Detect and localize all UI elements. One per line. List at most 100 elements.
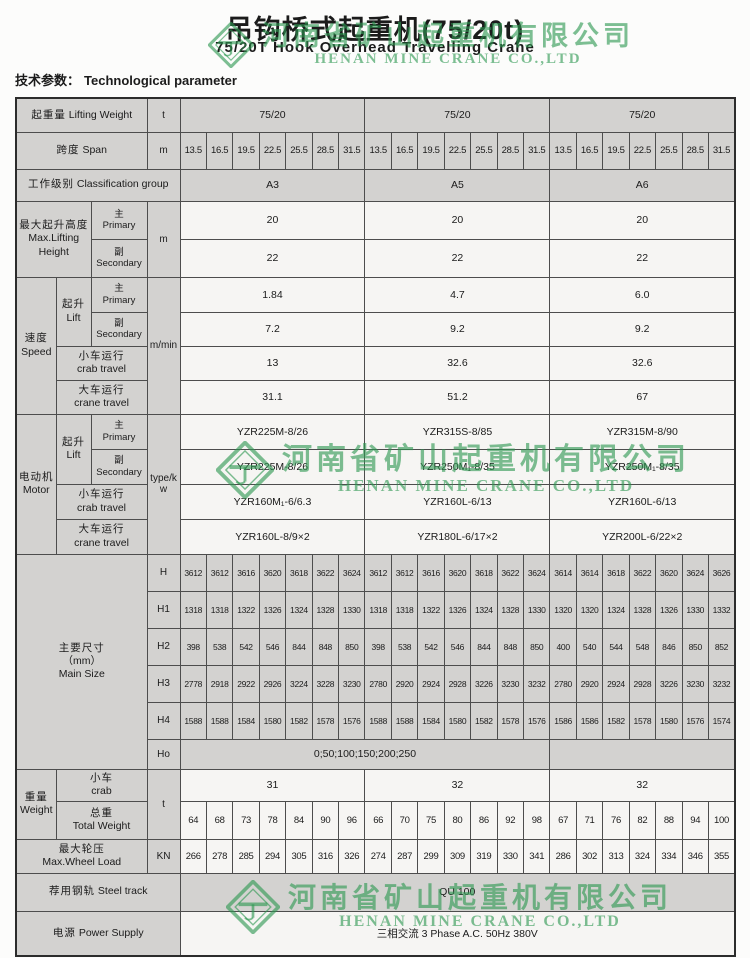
value-cell: 22 (364, 238, 551, 278)
value-cell: 538 (390, 627, 419, 666)
value-cell: 3230 (496, 664, 525, 703)
value-cell: YZR160L-8/9×2 (179, 518, 366, 555)
value-cell: 20 (549, 200, 736, 240)
value-cell: 20 (179, 200, 366, 240)
value-cell: 3228 (311, 664, 340, 703)
section-heading-en: Technological parameter (84, 73, 237, 88)
value-cell: 1578 (496, 701, 525, 740)
value-cell: 1580 (443, 701, 472, 740)
row-label-speed: 速度 Speed (15, 276, 57, 415)
value-cell: 324 (628, 838, 657, 874)
value-cell: 9.2 (364, 311, 551, 347)
value-cell: 1330 (338, 590, 366, 629)
value-cell: 67 (549, 379, 736, 415)
row-label-steel-track: 荐用钢轨 Steel track (15, 872, 181, 912)
value-cell: YZR225M-8/26 (179, 413, 366, 450)
row-label-lifting-weight: 起重量 Lifting Weight (15, 97, 148, 133)
value-cell: 3616 (417, 553, 445, 592)
value-cell: 3620 (655, 553, 683, 592)
value-cell: 287 (390, 838, 419, 874)
sub-label-crab: 小车 crab (55, 768, 148, 802)
table-row: 起重量 Lifting Weight t 75/20 75/20 75/20 (15, 97, 736, 133)
value-cell: 0;50;100;150;200;250 (179, 738, 551, 770)
value-cell: 22.5 (443, 131, 472, 170)
value-cell: 538 (205, 627, 234, 666)
table-row: 副 Secondary 7.2 9.2 9.2 (16, 311, 736, 347)
value-cell: 294 (258, 838, 287, 874)
value-cell: 3624 (338, 553, 366, 592)
value-cell: 1580 (655, 701, 683, 740)
value-cell: YZR160L-6/13 (549, 483, 736, 520)
value-cell: 100 (707, 800, 736, 840)
value-cell: 3622 (311, 553, 340, 592)
value-cell: 542 (232, 627, 260, 666)
value-cell: 7.2 (179, 311, 366, 347)
table-row: 大车运行 crane travel 31.1 51.2 67 (16, 379, 736, 415)
value-cell: 2780 (549, 664, 577, 703)
value-cell: 1582 (285, 701, 313, 740)
value-cell: 28.5 (681, 131, 709, 170)
value-cell: 1588 (390, 701, 419, 740)
value-cell: 4.7 (364, 276, 551, 313)
table-row: Ho 0;50;100;150;200;250 (16, 738, 736, 770)
value-cell: 16.5 (575, 131, 604, 170)
value-cell: 319 (470, 838, 498, 874)
value-cell: 1318 (179, 590, 207, 629)
spec-table: 起重量 Lifting Weight t 75/20 75/20 75/20 跨… (15, 97, 736, 957)
value-cell: 3614 (575, 553, 604, 592)
value-cell: 三相交流 3 Phase A.C. 50Hz 380V (179, 910, 736, 957)
value-cell: 82 (628, 800, 657, 840)
value-cell: 28.5 (496, 131, 525, 170)
value-cell: 1588 (179, 701, 207, 740)
value-cell: YZR180L-6/17×2 (364, 518, 551, 555)
value-cell: 86 (470, 800, 498, 840)
value-cell: YZR160L-6/13 (364, 483, 551, 520)
value-cell: 25.5 (470, 131, 498, 170)
table-row: H4 1588 1588 1584 1580 1582 1578 1576 1588 1588 1… (16, 701, 736, 740)
value-cell: 13 (179, 345, 366, 381)
value-cell: 3612 (205, 553, 234, 592)
value-cell: 16.5 (205, 131, 234, 170)
section-heading-zh: 技术参数： (15, 73, 81, 88)
value-cell: YZR250M₁-8/35 (364, 448, 551, 485)
value-cell: 3230 (338, 664, 366, 703)
table-row: 重量 Weight 小车 crab t 31 32 32 (15, 768, 736, 840)
value-cell: YZR200L-6/22×2 (549, 518, 736, 555)
table-row: 小车运行 crab travel YZR160M₁-6/6.3 YZR160L-6… (16, 483, 736, 520)
value-cell: 848 (311, 627, 340, 666)
value-cell: 2920 (390, 664, 419, 703)
sub-label-crab-travel: 小车运行 crab travel (55, 345, 148, 381)
table-row: H2 398 538 542 546 844 848 850 398 538 542 546 844 8… (16, 627, 736, 666)
value-cell: 19.5 (417, 131, 445, 170)
value-cell: 1324 (470, 590, 498, 629)
value-cell: 309 (443, 838, 472, 874)
value-cell: 1328 (311, 590, 340, 629)
row-label-motor: 电动机 Motor (15, 413, 57, 555)
value-cell: 1322 (232, 590, 260, 629)
value-cell: 1588 (364, 701, 392, 740)
sub-label-lift: 起升 Lift (55, 413, 92, 485)
value-cell: 398 (179, 627, 207, 666)
value-cell: 3624 (681, 553, 709, 592)
value-cell: 25.5 (655, 131, 683, 170)
value-cell: 76 (602, 800, 630, 840)
table-row: 大车运行 crane travel YZR160L-8/9×2 YZR180L-6… (16, 518, 736, 555)
table-row: 工作级别 Classification group A3 A5 A6 (15, 168, 736, 202)
value-cell: 32.6 (364, 345, 551, 381)
value-cell: 1586 (575, 701, 604, 740)
value-cell: 13.5 (549, 131, 577, 170)
value-cell: 68 (205, 800, 234, 840)
value-cell: 67 (549, 800, 577, 840)
value-cell: 346 (681, 838, 709, 874)
value-cell: A3 (179, 168, 366, 202)
value-cell: 1318 (364, 590, 392, 629)
value-cell: 3614 (549, 553, 577, 592)
section-heading: 技术参数： Technological parameter (15, 70, 237, 89)
value-cell: 1324 (285, 590, 313, 629)
value-cell: 19.5 (602, 131, 630, 170)
value-cell: YZR225M-8/26 (179, 448, 366, 485)
value-cell: 3612 (179, 553, 207, 592)
value-cell: 1588 (205, 701, 234, 740)
value-cell: 80 (443, 800, 472, 840)
value-cell: 1318 (390, 590, 419, 629)
